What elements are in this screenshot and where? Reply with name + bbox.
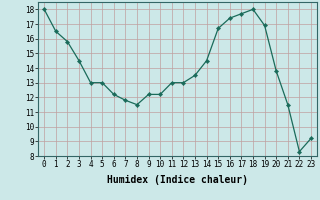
X-axis label: Humidex (Indice chaleur): Humidex (Indice chaleur) [107,175,248,185]
